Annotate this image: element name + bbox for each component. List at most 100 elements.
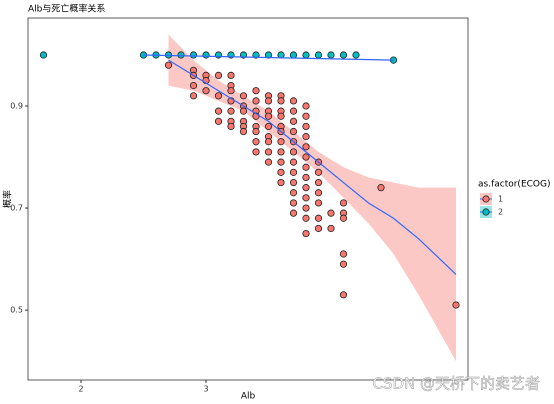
point (302, 51, 310, 59)
point (339, 250, 348, 258)
legend-label: 2 (498, 208, 503, 217)
point (289, 189, 298, 197)
y-axis-label: 概率 (2, 190, 14, 208)
point (339, 291, 348, 299)
point (227, 107, 235, 115)
point (189, 82, 198, 90)
point (314, 199, 323, 207)
point (289, 199, 298, 207)
point (214, 107, 223, 115)
confidence-band (168, 34, 456, 362)
point (239, 92, 248, 100)
smooth-line (143, 54, 394, 61)
point (302, 184, 310, 192)
point (252, 127, 260, 136)
point (339, 260, 348, 268)
point (252, 87, 260, 95)
y-tick-label: 0.9 (10, 102, 23, 111)
point (314, 224, 323, 233)
point (239, 107, 248, 115)
x-axis-label: Alb (241, 392, 256, 402)
point (289, 127, 298, 136)
point (214, 51, 223, 59)
point (339, 214, 348, 222)
point (289, 158, 298, 166)
legend-key-point (482, 195, 490, 203)
legend-title: as.factor(ECOG) (478, 180, 550, 190)
point (177, 51, 185, 59)
point (264, 112, 273, 120)
point (302, 133, 310, 141)
point (227, 122, 235, 131)
point (277, 148, 285, 156)
point (289, 178, 298, 187)
y-tick-label: 0.5 (10, 306, 23, 315)
point (277, 158, 285, 166)
point (327, 51, 335, 59)
point (214, 92, 223, 100)
point (289, 117, 298, 125)
point (227, 71, 235, 79)
point (289, 168, 298, 176)
point (302, 143, 310, 151)
point (264, 158, 273, 166)
point (252, 51, 260, 59)
point (214, 117, 223, 125)
legend-label: 1 (498, 195, 503, 204)
watermark: CSDN @天桥下的卖艺者 (372, 375, 540, 393)
point (164, 61, 173, 69)
point (202, 51, 210, 59)
point (302, 204, 310, 212)
point (289, 148, 298, 156)
x-tick-label: 3 (203, 385, 208, 394)
point (277, 97, 285, 105)
point (289, 107, 298, 115)
point (302, 214, 310, 222)
point (327, 224, 335, 233)
point (252, 97, 260, 105)
point (277, 178, 285, 187)
point (302, 122, 310, 131)
point (264, 122, 273, 131)
point (264, 97, 273, 105)
point (289, 97, 298, 105)
legend-key-point (482, 208, 490, 216)
point (452, 301, 460, 309)
point (239, 127, 248, 136)
point (289, 209, 298, 217)
point (277, 112, 285, 120)
point (314, 214, 323, 222)
point (314, 51, 323, 59)
plot-panel (27, 17, 469, 381)
point (302, 173, 310, 182)
point (214, 71, 223, 79)
point (314, 178, 323, 187)
x-tick-label: 2 (78, 385, 83, 394)
point (302, 163, 310, 171)
point (302, 153, 310, 161)
point (327, 209, 335, 217)
point (339, 199, 348, 207)
point (39, 51, 48, 59)
point (314, 189, 323, 197)
point (277, 138, 285, 146)
smooth-line (168, 59, 457, 275)
y-tick-label: 0.7 (10, 204, 23, 213)
chart-title: Alb与死亡概率关系 (28, 3, 105, 15)
point (302, 229, 310, 238)
point (252, 148, 260, 156)
point (202, 87, 210, 95)
point (264, 138, 273, 146)
point (302, 102, 310, 110)
point (289, 51, 298, 59)
point (189, 92, 198, 100)
point (227, 87, 235, 95)
point (264, 51, 273, 59)
point (264, 148, 273, 156)
point (352, 51, 360, 59)
point (252, 138, 260, 146)
point (302, 112, 310, 120)
point (339, 51, 348, 59)
point (377, 184, 385, 192)
